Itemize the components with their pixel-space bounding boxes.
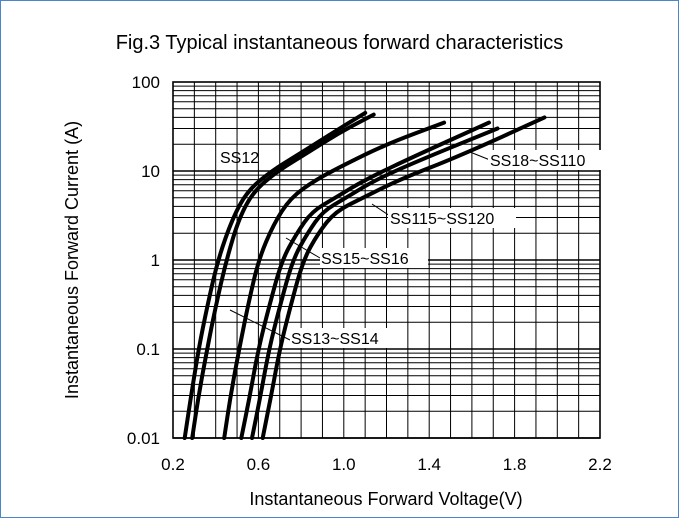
x-axis-label: Instantaneous Forward Voltage(V) xyxy=(249,489,522,509)
annotation-ss13-ss14-bg xyxy=(290,328,398,348)
annotation-ss12: SS12 xyxy=(220,150,259,167)
annotation-ss15-ss16-label: SS15~SS16 xyxy=(321,251,409,268)
annotation-ss115-ss120: SS115~SS120 xyxy=(371,203,516,228)
annotation-ss12-label: SS12 xyxy=(220,150,259,167)
annotation-ss18-ss110-leader xyxy=(469,151,491,161)
chart-title: Fig.3 Typical instantaneous forward char… xyxy=(115,32,564,54)
y-tick-label: 0.01 xyxy=(127,429,160,448)
curve-series-5 xyxy=(260,115,547,440)
curve-series-2 xyxy=(222,120,447,440)
y-tick-label: 10 xyxy=(141,162,160,181)
annotation-ss13-ss14: SS13~SS14 xyxy=(229,309,398,348)
annotation-ss15-ss16-leader xyxy=(285,237,321,259)
y-tick-label: 1 xyxy=(151,251,160,270)
annotation-ss15-ss16: SS15~SS16 xyxy=(285,237,428,268)
annotation-ss115-ss120-label: SS115~SS120 xyxy=(390,211,494,228)
annotation-ss18-ss110-label: SS18~SS110 xyxy=(490,153,585,170)
annotation-ss115-ss120-bg xyxy=(388,208,516,228)
x-tick-label: 1.0 xyxy=(332,455,356,474)
annotation-ss15-ss16-bg xyxy=(320,248,428,268)
y-tick-labels: 0.01 0.1 1 10 100 xyxy=(127,73,160,448)
grid-lines xyxy=(172,82,601,439)
curve-series-0 xyxy=(182,110,368,440)
annotation-ss13-ss14-leader xyxy=(229,309,291,341)
x-tick-labels: 0.2 0.6 1.0 1.4 1.8 2.2 xyxy=(161,455,612,474)
x-tick-label: 1.4 xyxy=(417,455,441,474)
x-tick-label: 0.2 xyxy=(161,455,185,474)
curve-series-1 xyxy=(190,112,376,440)
x-tick-label: 2.2 xyxy=(588,455,612,474)
annotation-ss18-ss110-bg xyxy=(488,150,610,170)
annotation-ss18-ss110: SS18~SS110 xyxy=(469,150,610,170)
y-tick-label: 0.1 xyxy=(136,340,160,359)
y-tick-label: 100 xyxy=(132,73,160,92)
x-tick-label: 1.8 xyxy=(503,455,527,474)
x-tick-label: 0.6 xyxy=(247,455,271,474)
plot-area-border xyxy=(172,81,601,439)
annotation-ss13-ss14-label: SS13~SS14 xyxy=(291,331,379,348)
annotation-ss115-ss120-leader xyxy=(371,203,391,217)
curve-series-3 xyxy=(239,120,491,440)
y-axis-label: Instantaneous Forward Current (A) xyxy=(62,121,82,399)
